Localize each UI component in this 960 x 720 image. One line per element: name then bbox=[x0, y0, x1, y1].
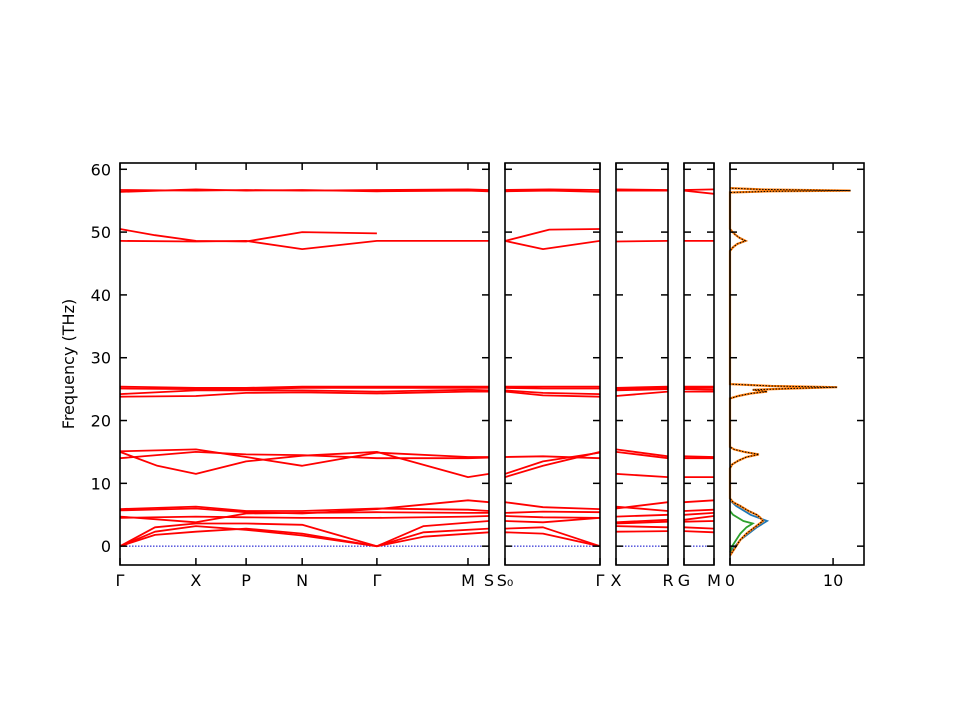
phonon-band-line bbox=[616, 387, 668, 390]
panel-frame bbox=[504, 162, 601, 566]
kpoint-label: S₀ bbox=[497, 571, 514, 590]
phonon-band-line bbox=[120, 188, 489, 192]
phonon-band-line bbox=[120, 448, 489, 467]
phonon-band-line bbox=[120, 390, 489, 398]
phonon-band-line bbox=[616, 240, 668, 243]
kpoint-label: S bbox=[484, 571, 494, 590]
phonon-band-line bbox=[505, 515, 600, 519]
phonon-band-line bbox=[616, 188, 668, 191]
kpoint-label: G bbox=[678, 571, 690, 590]
phonon-band-line bbox=[616, 518, 668, 524]
phonon-band-line bbox=[120, 388, 489, 395]
phonon-band-line bbox=[616, 473, 668, 478]
band-panel: 0 10 20 30 40 50 60 Γ X P N Γ M S bbox=[91, 160, 494, 590]
y-tick-label: 30 bbox=[91, 349, 111, 368]
phonon-band-line bbox=[616, 388, 668, 392]
kpoint-label: X bbox=[190, 571, 201, 590]
phonon-band-line bbox=[505, 517, 600, 524]
kpoint-label: N bbox=[296, 571, 308, 590]
kpoint-label: M bbox=[461, 571, 475, 590]
dos-x-tick-label: 0 bbox=[725, 571, 735, 590]
y-tick-label: 10 bbox=[91, 474, 111, 493]
phonon-band-line bbox=[120, 525, 489, 548]
phonon-band-line bbox=[120, 515, 489, 519]
phonon-band-line bbox=[616, 530, 668, 533]
phonon-band-line bbox=[684, 388, 714, 391]
phonon-band-line bbox=[684, 526, 714, 530]
phonon-band-line bbox=[120, 450, 489, 460]
phonon-band-line bbox=[505, 189, 600, 193]
phonon-band-line bbox=[120, 450, 489, 479]
kpoint-label: Γ bbox=[116, 571, 125, 590]
phonon-band-line bbox=[616, 451, 668, 460]
phonon-band-line bbox=[616, 385, 668, 389]
phonon-band-line bbox=[684, 189, 714, 195]
panel-frame bbox=[729, 162, 865, 566]
phonon-band-line bbox=[505, 531, 600, 548]
phonon-band-line bbox=[616, 448, 668, 458]
phonon-band-line bbox=[505, 228, 600, 242]
phonon-band-line bbox=[616, 505, 668, 512]
phonon-band-line bbox=[684, 530, 714, 534]
kpoint-label: M bbox=[707, 571, 721, 590]
phonon-band-line bbox=[505, 526, 600, 548]
phonon-band-line bbox=[505, 389, 600, 395]
phonon-band-line bbox=[120, 499, 489, 515]
phonon-band-line bbox=[505, 451, 600, 478]
total-dos-dotted-line bbox=[729, 187, 851, 556]
phonon-band-line bbox=[505, 455, 600, 460]
phonon-band-line bbox=[684, 520, 714, 523]
panel-frame bbox=[615, 162, 669, 566]
phonon-band-line bbox=[120, 527, 489, 548]
kpoint-label: X bbox=[611, 571, 622, 590]
phonon-band-line bbox=[120, 385, 489, 389]
phonon-band-line bbox=[505, 510, 600, 514]
phonon-band-line bbox=[120, 505, 489, 512]
partial-dos-line bbox=[729, 510, 755, 553]
band-panel: S₀ Γ bbox=[497, 162, 605, 590]
kpoint-label: Γ bbox=[372, 571, 381, 590]
phonon-band-line bbox=[505, 240, 600, 251]
phonon-band-line bbox=[505, 451, 600, 475]
phonon-band-line bbox=[684, 515, 714, 521]
phonon-band-line bbox=[120, 228, 377, 243]
panel-frame bbox=[119, 162, 490, 566]
phonon-band-line bbox=[505, 390, 600, 398]
dos-x-tick-label: 10 bbox=[823, 571, 843, 590]
phonon-band-line bbox=[505, 188, 600, 191]
dos-panel: 0 10 bbox=[725, 162, 865, 590]
phonon-band-line bbox=[505, 387, 600, 390]
phonon-band-line bbox=[616, 520, 668, 525]
kpoint-label: R bbox=[662, 571, 673, 590]
phonon-band-line bbox=[684, 499, 714, 504]
phonon-band-line bbox=[120, 520, 489, 548]
phonon-band-line bbox=[684, 455, 714, 458]
phonon-band-line bbox=[684, 508, 714, 512]
y-axis-label: Frequency (THz) bbox=[59, 299, 78, 429]
y-tick-label: 20 bbox=[91, 412, 111, 431]
phonon-band-line bbox=[120, 386, 489, 391]
phonon-band-line bbox=[616, 513, 668, 518]
y-tick-label: 0 bbox=[101, 537, 111, 556]
phonon-band-line bbox=[684, 512, 714, 516]
phonon-band-line bbox=[505, 501, 600, 510]
y-tick-label: 40 bbox=[91, 286, 111, 305]
kpoint-label: P bbox=[241, 571, 251, 590]
panel-frame bbox=[683, 162, 715, 566]
phonon-band-line bbox=[684, 188, 714, 191]
y-tick-label: 60 bbox=[91, 160, 111, 179]
phonon-band-line bbox=[616, 390, 668, 397]
y-tick-label: 50 bbox=[91, 223, 111, 242]
phonon-band-line bbox=[616, 525, 668, 529]
kpoint-label: Γ bbox=[596, 571, 605, 590]
